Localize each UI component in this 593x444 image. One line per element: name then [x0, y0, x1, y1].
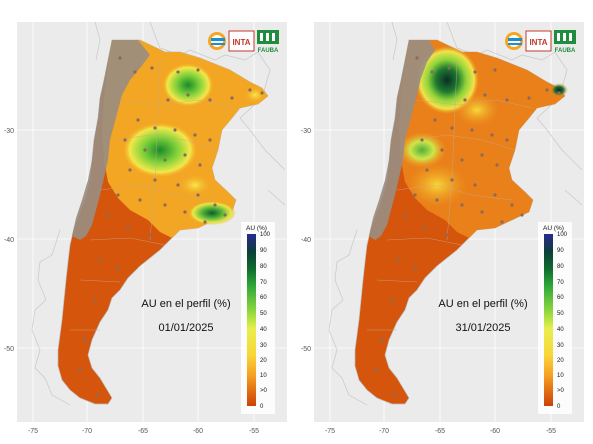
- station-dots: [375, 56, 561, 397]
- legend-title: AU (%): [543, 225, 564, 232]
- x-axis-ticks: -75 -70 -65 -60 -55: [325, 428, 556, 435]
- x-tick-label: -65: [138, 428, 148, 435]
- y-tick-label: -30: [4, 128, 14, 135]
- legend-tick: 80: [557, 264, 564, 270]
- legend-colorbar: [247, 234, 256, 406]
- fauba-logo-text: FAUBA: [258, 48, 279, 54]
- fauba-logo: FAUBA: [554, 30, 576, 54]
- map-caption-date: 01/01/2025: [158, 322, 213, 334]
- map-caption-date: 31/01/2025: [455, 322, 510, 334]
- wet-patch-chaco: [455, 94, 499, 126]
- legend-tick: 90: [260, 248, 267, 254]
- map-panel-right: -75 -70 -65 -60 -55 -30 -40 -50 AU en el…: [297, 0, 593, 444]
- map-plot-left: -75 -70 -65 -60 -55 -30 -40 -50 AU en el…: [4, 21, 287, 435]
- fauba-logo: FAUBA: [257, 30, 279, 54]
- legend-tick: 70: [260, 280, 267, 286]
- color-legend: AU (%) 100 90 80 70 60 50 40 30 20 10 >0…: [538, 222, 572, 414]
- province-borders: [367, 59, 533, 331]
- legend-tick: 20: [260, 358, 267, 364]
- legend-tick: 60: [557, 295, 564, 301]
- fauba-swirl-logo: [505, 32, 523, 50]
- legend-tick: >0: [260, 388, 268, 394]
- map-caption-title: AU en el perfil (%): [438, 298, 527, 310]
- legend-tick: 100: [260, 232, 271, 238]
- y-tick-label: -50: [301, 346, 311, 353]
- wet-patch-north: [415, 46, 479, 114]
- map-panel-left: -75 -70 -65 -60 -55 -30 -40 -50 AU en el…: [0, 0, 296, 444]
- y-axis-ticks: -30 -40 -50: [301, 128, 311, 353]
- x-tick-label: -75: [325, 428, 335, 435]
- legend-colorbar: [544, 234, 553, 406]
- legend-tick: 30: [260, 343, 267, 349]
- color-legend: AU (%) 100 90 80 70 60 50 40 30 20 10 >0…: [241, 222, 275, 414]
- legend-tick: 70: [557, 280, 564, 286]
- wet-patch-buenos-aires: [188, 201, 236, 225]
- x-tick-label: -75: [28, 428, 38, 435]
- x-tick-label: -70: [379, 428, 389, 435]
- y-tick-label: -40: [4, 237, 14, 244]
- y-tick-label: -50: [4, 346, 14, 353]
- inta-logo: INTA: [525, 30, 552, 52]
- logo-group: INTA FAUBA: [208, 30, 279, 54]
- legend-tick: 40: [260, 327, 267, 333]
- y-tick-label: -40: [301, 237, 311, 244]
- legend-tick: 50: [260, 311, 267, 317]
- wet-patch-misiones: [243, 86, 267, 104]
- y-tick-label: -30: [301, 128, 311, 135]
- province-borders: [70, 59, 236, 331]
- x-tick-label: -70: [82, 428, 92, 435]
- inta-logo-text: INTA: [529, 38, 547, 47]
- legend-tick: 100: [557, 232, 568, 238]
- y-axis-ticks: -30 -40 -50: [4, 128, 14, 353]
- map-caption-title: AU en el perfil (%): [141, 298, 230, 310]
- andes-mask: [369, 40, 435, 240]
- legend-tick: 0: [557, 404, 561, 410]
- x-tick-label: -60: [490, 428, 500, 435]
- legend-tick: 20: [557, 358, 564, 364]
- legend-tick: >0: [557, 388, 565, 394]
- logo-group: INTA FAUBA: [505, 30, 576, 54]
- x-tick-label: -55: [249, 428, 259, 435]
- legend-tick: 10: [557, 373, 564, 379]
- wet-patch-cordoba: [398, 132, 446, 168]
- map-plot-right: -75 -70 -65 -60 -55 -30 -40 -50 AU en el…: [301, 21, 584, 435]
- legend-title: AU (%): [246, 225, 267, 232]
- inta-logo-text: INTA: [232, 38, 250, 47]
- x-tick-label: -55: [546, 428, 556, 435]
- legend-tick: 40: [557, 327, 564, 333]
- fauba-logo-text: FAUBA: [555, 48, 576, 54]
- legend-tick: 30: [557, 343, 564, 349]
- legend-tick: 0: [260, 404, 264, 410]
- station-dots: [78, 56, 264, 397]
- andes-mask: [72, 40, 150, 240]
- legend-tick: 80: [260, 264, 267, 270]
- legend-tick: 10: [260, 373, 267, 379]
- inta-logo: INTA: [228, 30, 255, 52]
- legend-tick: 50: [557, 311, 564, 317]
- wet-patch-misiones: [550, 83, 568, 97]
- fauba-swirl-logo: [208, 32, 226, 50]
- legend-tick: 60: [260, 295, 267, 301]
- x-tick-label: -65: [435, 428, 445, 435]
- x-axis-ticks: -75 -70 -65 -60 -55: [28, 428, 259, 435]
- wet-patch-center: [122, 122, 198, 178]
- legend-tick: 90: [557, 248, 564, 254]
- wet-patch-pampas: [177, 173, 213, 197]
- x-tick-label: -60: [193, 428, 203, 435]
- wet-patch-north: [162, 63, 214, 107]
